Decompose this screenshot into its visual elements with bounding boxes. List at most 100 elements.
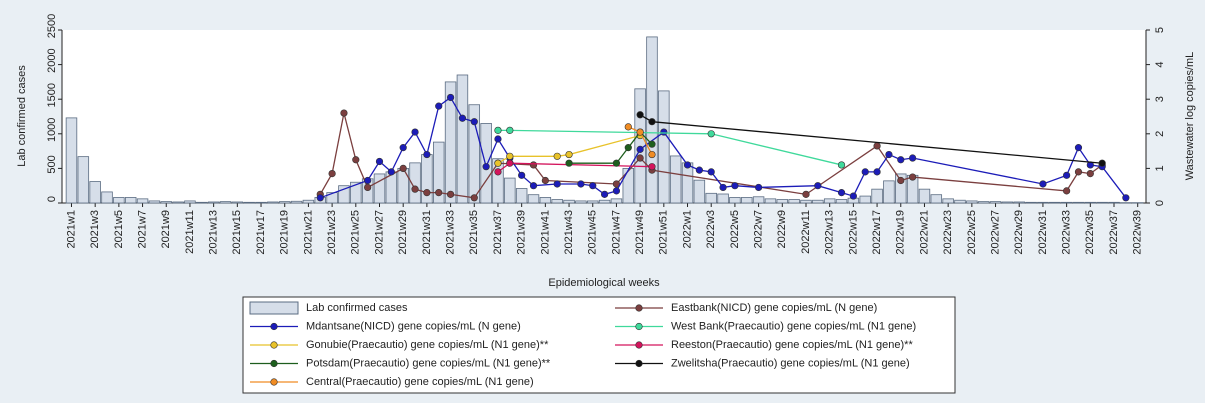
x-tick-label: 2021w5 xyxy=(113,210,125,249)
y-tick-label: 0 xyxy=(46,196,58,202)
point xyxy=(364,177,371,184)
bar xyxy=(291,201,302,203)
bar xyxy=(824,199,835,203)
point xyxy=(554,181,561,188)
point xyxy=(649,151,656,158)
point xyxy=(424,151,431,158)
bar xyxy=(730,197,741,203)
bar xyxy=(457,75,468,203)
x-tick-label: 2021w17 xyxy=(255,210,267,255)
legend-marker xyxy=(271,360,278,367)
point xyxy=(435,189,442,196)
point xyxy=(613,160,620,167)
point xyxy=(684,162,691,169)
point xyxy=(838,189,845,196)
bar xyxy=(789,200,800,203)
bar xyxy=(161,202,172,203)
bar xyxy=(564,200,575,203)
x-tick-label: 2022w29 xyxy=(1013,210,1025,255)
bar xyxy=(682,163,693,203)
point xyxy=(625,124,632,131)
bar xyxy=(955,200,966,203)
x-tick-label: 2021w43 xyxy=(563,210,575,255)
bar xyxy=(256,202,267,203)
point xyxy=(400,144,407,151)
y2-tick-label: 3 xyxy=(1154,96,1166,102)
bar xyxy=(1073,202,1084,203)
y-tick-label: 1000 xyxy=(46,118,58,142)
bar xyxy=(232,202,243,203)
bar xyxy=(552,200,563,203)
bar xyxy=(753,197,764,203)
point xyxy=(459,115,466,122)
x-tick-label: 2021w19 xyxy=(279,210,291,255)
bar xyxy=(694,180,705,203)
point xyxy=(803,191,810,198)
x-tick-label: 2021w47 xyxy=(610,210,622,255)
x-tick-label: 2021w15 xyxy=(231,210,243,255)
point xyxy=(412,186,419,193)
point xyxy=(909,155,916,162)
legend-label: Eastbank(NICD) gene copies/mL (N gene) xyxy=(671,302,877,314)
bar xyxy=(1049,202,1060,203)
bar xyxy=(718,194,729,203)
point xyxy=(1075,169,1082,176)
x-tick-label: 2022w13 xyxy=(824,210,836,255)
bar xyxy=(741,197,752,203)
x-tick-label: 2021w3 xyxy=(89,210,101,249)
x-tick-label: 2021w29 xyxy=(397,210,409,255)
bar xyxy=(220,202,231,203)
bar xyxy=(860,196,871,203)
bar xyxy=(943,199,954,203)
bar xyxy=(268,202,279,203)
point xyxy=(589,182,596,189)
bar xyxy=(872,189,883,203)
x-tick-label: 2021w13 xyxy=(208,210,220,255)
bar xyxy=(137,199,148,203)
legend-marker xyxy=(636,323,643,330)
bar xyxy=(540,197,551,203)
bar xyxy=(196,202,207,203)
point xyxy=(483,163,490,170)
x-tick-label: 2022w33 xyxy=(1061,210,1073,255)
bar xyxy=(1014,202,1025,203)
x-tick-label: 2022w27 xyxy=(989,210,1001,255)
x-tick-label: 2021w9 xyxy=(160,210,172,249)
point xyxy=(341,110,348,117)
point xyxy=(447,94,454,101)
x-tick-label: 2021w39 xyxy=(516,210,528,255)
x-tick-label: 2021w49 xyxy=(634,210,646,255)
point xyxy=(507,127,514,134)
bar xyxy=(398,168,409,203)
point xyxy=(507,160,514,167)
y2-tick-label: 0 xyxy=(1154,200,1166,206)
bar xyxy=(884,181,895,203)
point xyxy=(1063,188,1070,195)
bar xyxy=(66,118,77,203)
point xyxy=(637,155,644,162)
bar xyxy=(587,201,598,203)
x-tick-label: 2021w35 xyxy=(468,210,480,255)
x-tick-label: 2022w1 xyxy=(681,210,693,249)
bar xyxy=(114,197,125,203)
y2-tick-label: 1 xyxy=(1154,165,1166,171)
x-tick-label: 2022w17 xyxy=(871,210,883,255)
bar xyxy=(516,188,527,203)
bar xyxy=(670,156,681,203)
y-tick-label: 1500 xyxy=(46,83,58,107)
point xyxy=(1087,170,1094,177)
point xyxy=(874,143,881,150)
legend-label: Zwelitsha(Praecautio) gene copies/mL (N1… xyxy=(671,357,910,369)
x-tick-label: 2022w7 xyxy=(753,210,765,249)
point xyxy=(708,131,715,138)
bar xyxy=(919,189,930,203)
legend-label: West Bank(Praecautio) gene copies/mL (N1… xyxy=(671,320,916,332)
x-tick-label: 2022w35 xyxy=(1084,210,1096,255)
legend-label: Potsdam(Praecautio) gene copies/mL (N1 g… xyxy=(306,357,551,369)
bar xyxy=(967,201,978,203)
x-tick-label: 2022w5 xyxy=(729,210,741,249)
point xyxy=(329,170,336,177)
point xyxy=(708,169,715,176)
bar xyxy=(931,195,942,203)
x-tick-label: 2022w15 xyxy=(847,210,859,255)
